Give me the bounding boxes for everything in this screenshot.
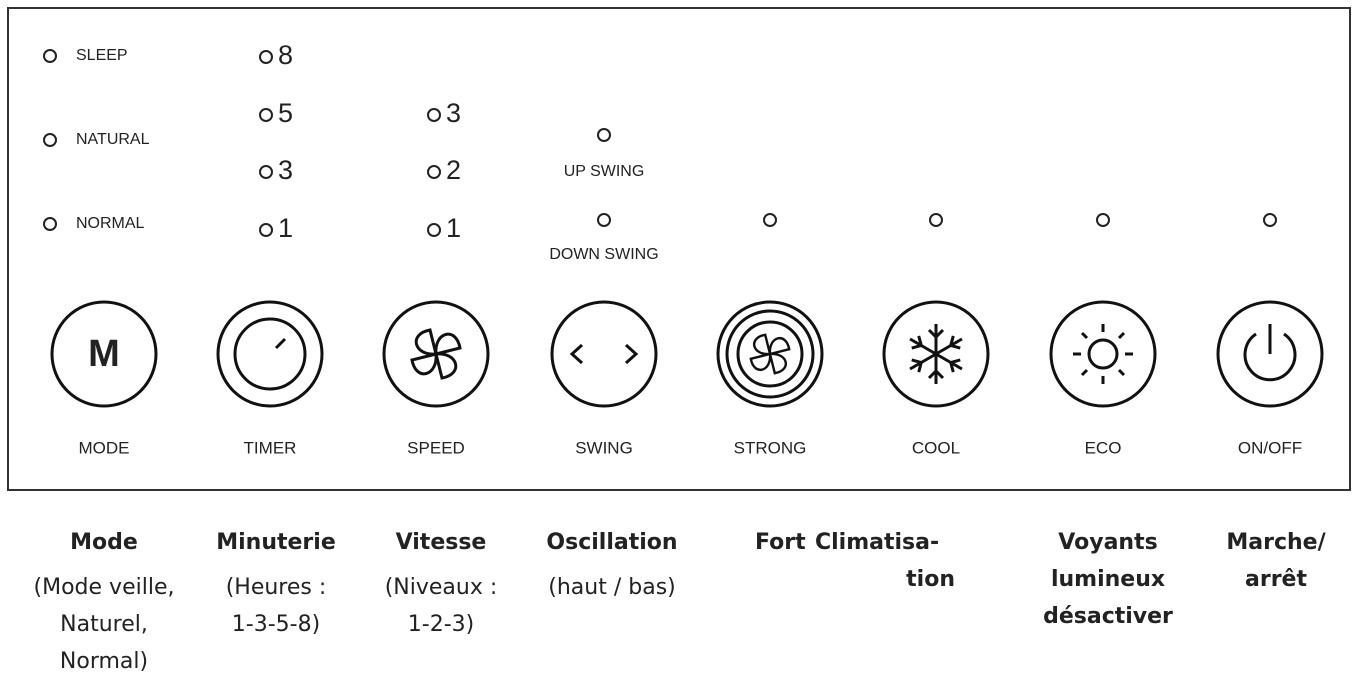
description-title: Marche/	[1226, 530, 1326, 555]
description-detail: (Mode veille,	[34, 575, 175, 600]
swing-indicator-label: UP SWING	[564, 163, 645, 180]
description-detail: 1-2-3)	[408, 612, 474, 637]
indicator-led	[43, 49, 57, 63]
button-icons	[233, 309, 1297, 399]
speed-indicator-label: 2	[446, 155, 461, 185]
description-title: désactiver	[1043, 604, 1173, 629]
description-title: arrêt	[1245, 567, 1307, 592]
indicator-led	[427, 165, 441, 179]
description-title: Voyants	[1058, 530, 1157, 555]
button[interactable]	[1049, 300, 1157, 408]
timer-indicator-label: 8	[278, 40, 293, 70]
timer-indicator-label: 5	[278, 98, 293, 128]
description-detail: (Niveaux :	[385, 575, 498, 600]
button[interactable]	[50, 300, 158, 408]
button[interactable]	[882, 300, 990, 408]
description-detail: 1-3-5-8)	[232, 612, 320, 637]
button-label: SWING	[575, 438, 633, 457]
mode-indicator-label: SLEEP	[76, 47, 128, 64]
mode-indicator-label: NORMAL	[76, 215, 145, 232]
mode-indicator-label: NATURAL	[76, 131, 150, 148]
indicator-led	[597, 213, 611, 227]
button-label: STRONG	[734, 438, 807, 457]
indicator-led	[259, 108, 273, 122]
indicator-led	[1096, 213, 1110, 227]
button-label: COOL	[912, 438, 960, 457]
button[interactable]	[216, 300, 324, 408]
indicator-led	[597, 128, 611, 142]
description-title: tion	[906, 567, 955, 592]
button[interactable]	[1216, 300, 1324, 408]
indicator-led	[259, 223, 273, 237]
description-title: Fort	[755, 530, 806, 555]
description-detail: Naturel,	[60, 612, 148, 637]
button-label: ECO	[1085, 438, 1122, 457]
description-detail: (Heures :	[226, 575, 327, 600]
indicator-led	[43, 133, 57, 147]
indicator-led	[929, 213, 943, 227]
indicator-led	[427, 223, 441, 237]
indicator-led	[43, 217, 57, 231]
indicator-led	[259, 50, 273, 64]
button-label: TIMER	[244, 438, 297, 457]
button[interactable]	[382, 300, 490, 408]
description-title: lumineux	[1051, 567, 1165, 592]
swing-indicator-label: DOWN SWING	[549, 246, 658, 263]
button[interactable]	[550, 300, 658, 408]
description-title: Climatisa-	[815, 530, 939, 555]
button-label: ON/OFF	[1238, 438, 1302, 457]
indicator-led	[1263, 213, 1277, 227]
description-title: Mode	[70, 530, 138, 555]
description-title: Oscillation	[546, 530, 677, 555]
timer-indicator-label: 3	[278, 155, 293, 185]
button-label: SPEED	[407, 438, 465, 457]
speed-indicator-label: 1	[446, 213, 461, 243]
description-detail: (haut / bas)	[548, 575, 675, 600]
description-title: Vitesse	[396, 530, 487, 555]
panel-frame	[7, 7, 1351, 491]
button-label: MODE	[79, 438, 130, 457]
indicator-led	[763, 213, 777, 227]
indicator-led	[427, 108, 441, 122]
description-detail: Normal)	[60, 649, 148, 674]
description-title: Minuterie	[216, 530, 336, 555]
button[interactable]	[716, 300, 824, 408]
mode-icon-letter: M	[88, 333, 120, 375]
speed-indicator-label: 3	[446, 98, 461, 128]
timer-indicator-label: 1	[278, 213, 293, 243]
indicator-led	[259, 165, 273, 179]
